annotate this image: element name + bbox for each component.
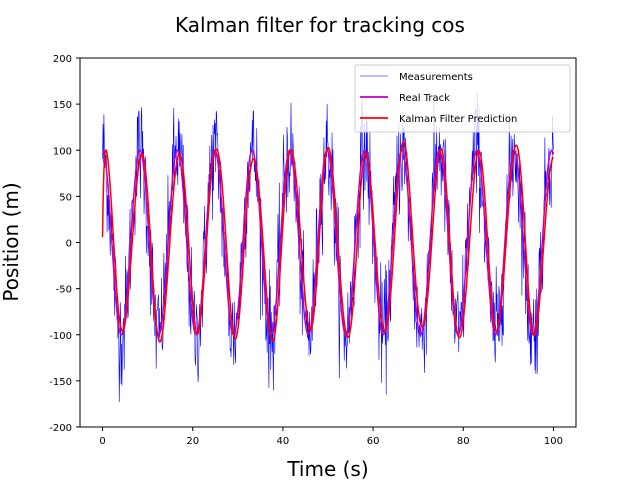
series-layer (101, 91, 555, 403)
chart-title: Kalman filter for tracking cos (175, 13, 465, 37)
x-tick-label: 20 (186, 436, 199, 447)
x-tick-label: 100 (544, 436, 563, 447)
legend-label: Kalman Filter Prediction (399, 114, 517, 125)
x-tick-label: 60 (367, 436, 380, 447)
legend-label: Measurements (399, 72, 473, 83)
y-tick-label: 150 (53, 100, 72, 111)
x-axis-label: Time (s) (286, 457, 368, 480)
y-axis-label: Position (m) (0, 182, 23, 301)
axes: 0 20 40 60 80 100 -200 -150 -100 -50 0 50 100 150 200 (49, 54, 577, 447)
y-tick-label: -150 (49, 377, 72, 388)
y-tick-label: 200 (53, 54, 72, 65)
y-tick-label: -200 (49, 423, 72, 434)
legend-box (354, 64, 571, 133)
y-tick-label: 100 (53, 146, 72, 157)
y-tick-label: 0 (66, 239, 72, 250)
y-tick-label: -50 (56, 285, 72, 296)
x-tick-label: 40 (277, 436, 290, 447)
series-kalman-prediction (101, 140, 554, 343)
series-measurements (102, 91, 554, 403)
legend-label: Real Track (399, 93, 450, 104)
legend: Measurements Real Track Kalman Filter Pred… (354, 64, 571, 133)
y-tick-label: -100 (49, 331, 72, 342)
y-tick-label: 50 (59, 192, 72, 203)
x-tick-label: 0 (99, 436, 105, 447)
x-tick-label: 80 (457, 436, 470, 447)
